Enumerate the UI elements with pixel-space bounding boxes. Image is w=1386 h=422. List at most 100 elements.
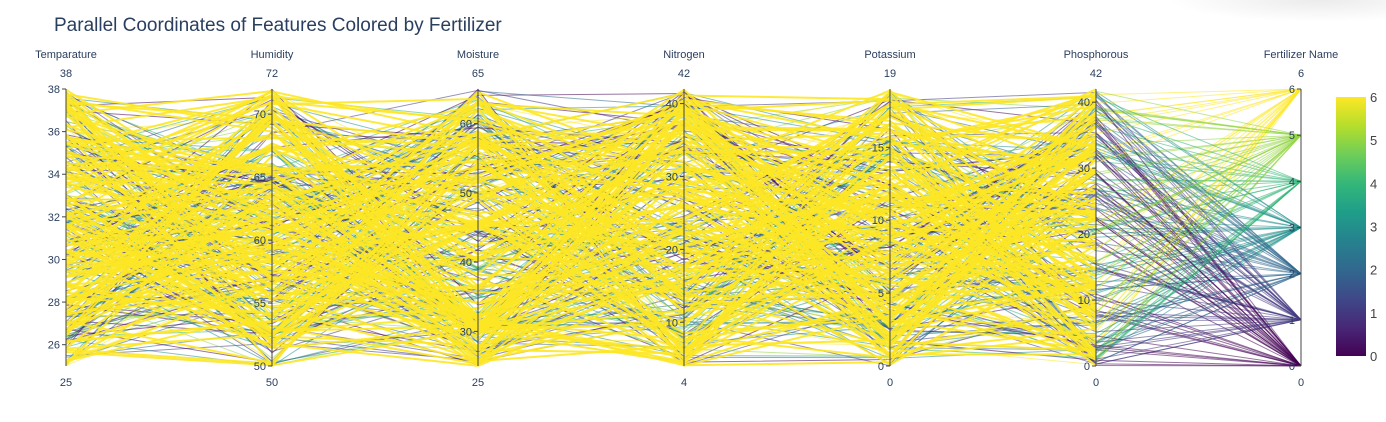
tick-label: 60 xyxy=(460,119,472,131)
tick-label: 1 xyxy=(1289,315,1295,327)
tick-label: 40 xyxy=(666,99,678,111)
tick-label: 40 xyxy=(1078,97,1090,109)
chart-title: Parallel Coordinates of Features Colored… xyxy=(54,15,502,36)
data-polyline xyxy=(66,102,1097,333)
axis-nitrogen[interactable]: Nitrogen 42 4 10 20 30 40 xyxy=(663,49,705,389)
data-polyline xyxy=(66,150,1097,331)
axis-title: Temparature xyxy=(35,49,97,61)
axis-title: Fertilizer Name xyxy=(1264,49,1339,61)
data-polyline xyxy=(66,150,1097,345)
axis-max-label: 19 xyxy=(884,68,896,80)
data-polyline xyxy=(66,110,1097,278)
axis-min-label: 25 xyxy=(472,377,484,389)
data-polyline xyxy=(66,106,1097,359)
data-polyline xyxy=(66,112,1097,275)
tick-label: 10 xyxy=(666,317,678,329)
tick-label: 10 xyxy=(1078,295,1090,307)
tick-label: 2 xyxy=(1289,269,1295,281)
axis-fertilizer-name[interactable]: Fertilizer Name 6 00 1 2 3 4 5 6 xyxy=(1264,49,1339,389)
data-polyline xyxy=(66,132,1097,285)
data-polyline xyxy=(66,142,1097,348)
data-polyline xyxy=(66,139,1097,250)
data-polyline xyxy=(66,101,1097,367)
tick-label: 20 xyxy=(1078,229,1090,241)
tick-label: 26 xyxy=(48,340,60,352)
data-polyline xyxy=(66,90,1097,363)
data-polyline xyxy=(66,119,1097,342)
tick-label: 36 xyxy=(48,127,60,139)
data-polyline xyxy=(66,93,1097,351)
data-polyline xyxy=(66,107,1097,269)
tick-label: 65 xyxy=(254,172,266,184)
data-polyline xyxy=(66,222,1097,354)
tick-label: 40 xyxy=(460,257,472,269)
data-polyline xyxy=(66,131,1097,364)
tick-label: 50 xyxy=(254,361,266,373)
axis-min-label: 0 xyxy=(1298,377,1304,389)
colorbar-tick-label: 3 xyxy=(1370,220,1377,235)
axis-min-label: 25 xyxy=(60,377,72,389)
colorbar-tick-label: 6 xyxy=(1370,90,1377,105)
axis-potassium[interactable]: Potassium 19 00 5 10 15 xyxy=(864,49,915,389)
data-polyline xyxy=(66,114,1097,346)
tick-label: 10 xyxy=(872,215,884,227)
data-polyline xyxy=(66,90,1097,352)
axis-temparature[interactable]: Temparature 38 25 26 28 30 32 34 36 38 xyxy=(35,49,97,389)
axes-layer: Temparature382526283032343638Humidity725… xyxy=(35,49,1338,389)
tick-label: 0 xyxy=(1289,361,1295,373)
data-polyline xyxy=(66,96,1097,324)
colorbar-gradient xyxy=(1336,97,1366,356)
axis-min-label: 50 xyxy=(266,377,278,389)
colorbar-tick-label: 5 xyxy=(1370,133,1377,148)
data-polyline xyxy=(66,104,1097,337)
colorbar-tick-label: 1 xyxy=(1370,306,1377,321)
tick-label: 5 xyxy=(1289,130,1295,142)
data-polyline xyxy=(66,90,1097,361)
axis-max-label: 42 xyxy=(1090,68,1102,80)
tick-label: 30 xyxy=(1078,163,1090,175)
data-polyline xyxy=(66,100,1097,345)
data-polyline xyxy=(66,136,1097,335)
axis-title: Moisture xyxy=(457,49,499,61)
tick-label: 15 xyxy=(872,142,884,154)
tick-label: 6 xyxy=(1289,84,1295,96)
axis-max-label: 42 xyxy=(678,68,690,80)
axis-max-label: 38 xyxy=(60,68,72,80)
tick-label: 0 xyxy=(1084,361,1090,373)
tick-label: 38 xyxy=(48,84,60,96)
data-polyline xyxy=(66,124,1097,223)
data-polyline xyxy=(66,94,1097,218)
data-polyline xyxy=(66,133,1097,353)
tick-label: 28 xyxy=(48,297,60,309)
axis-max-label: 6 xyxy=(1298,68,1304,80)
axis-max-label: 72 xyxy=(266,68,278,80)
tick-label: 60 xyxy=(254,235,266,247)
tick-label: 70 xyxy=(254,109,266,121)
tick-label: 5 xyxy=(878,288,884,300)
data-polyline xyxy=(66,102,1097,283)
axis-title: Nitrogen xyxy=(663,49,705,61)
axis-moisture[interactable]: Moisture 65 25 30 40 50 60 xyxy=(457,49,499,389)
corner-shadow xyxy=(1166,0,1386,22)
tick-label: 32 xyxy=(48,212,60,224)
colorbar-tick-label: 2 xyxy=(1370,263,1377,278)
data-polyline xyxy=(66,226,1097,347)
data-polyline xyxy=(66,132,1097,298)
axis-min-label: 0 xyxy=(887,377,893,389)
data-polyline xyxy=(66,199,1097,329)
data-polyline xyxy=(66,115,1097,355)
tick-label: 0 xyxy=(878,361,884,373)
tick-label: 30 xyxy=(48,254,60,266)
colorbar: 0 1 2 3 4 5 6 xyxy=(1336,90,1377,364)
tick-label: 30 xyxy=(460,326,472,338)
axis-min-label: 4 xyxy=(681,377,687,389)
data-polyline xyxy=(66,112,1097,316)
data-polyline xyxy=(66,94,1097,355)
data-polyline xyxy=(66,184,1097,355)
tick-label: 20 xyxy=(666,244,678,256)
axis-title: Phosphorous xyxy=(1064,49,1129,61)
data-polyline xyxy=(66,95,1097,299)
axis-phosphorous[interactable]: Phosphorous 42 00 10 20 30 40 xyxy=(1064,49,1129,389)
